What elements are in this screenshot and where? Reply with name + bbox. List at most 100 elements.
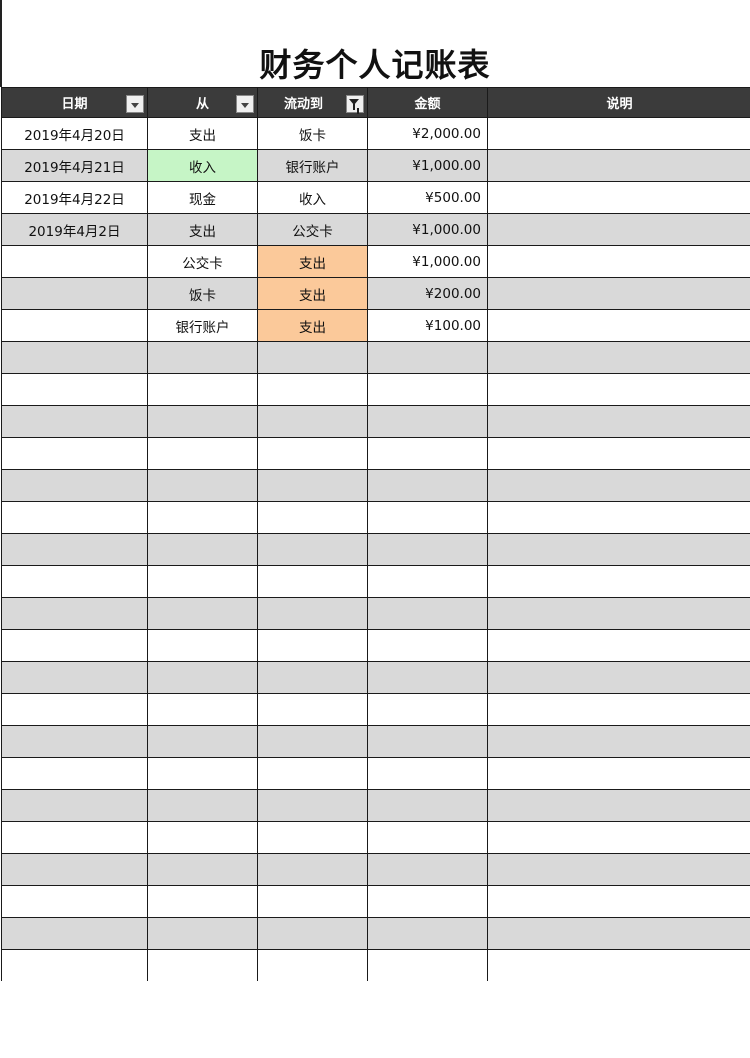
cell-amount[interactable]: [367, 597, 488, 630]
cell-amount[interactable]: [367, 821, 488, 854]
cell-note[interactable]: [487, 693, 750, 726]
cell-amount[interactable]: [367, 437, 488, 470]
cell-note[interactable]: [487, 469, 750, 502]
cell-to[interactable]: [257, 565, 368, 598]
cell-amount[interactable]: [367, 341, 488, 374]
cell-date[interactable]: [1, 565, 148, 598]
cell-note[interactable]: [487, 405, 750, 438]
cell-from[interactable]: 现金: [147, 181, 258, 214]
cell-date[interactable]: [1, 821, 148, 854]
cell-to[interactable]: 饭卡: [257, 117, 368, 150]
cell-amount[interactable]: ¥1,000.00: [367, 213, 488, 246]
cell-note[interactable]: [487, 437, 750, 470]
cell-amount[interactable]: [367, 405, 488, 438]
cell-to[interactable]: [257, 373, 368, 406]
cell-amount[interactable]: [367, 725, 488, 758]
cell-from[interactable]: [147, 501, 258, 534]
cell-from[interactable]: [147, 757, 258, 790]
cell-amount[interactable]: [367, 949, 488, 981]
cell-date[interactable]: [1, 597, 148, 630]
cell-from[interactable]: [147, 373, 258, 406]
cell-from[interactable]: 支出: [147, 117, 258, 150]
cell-to[interactable]: [257, 501, 368, 534]
filter-dropdown-icon[interactable]: [236, 95, 254, 113]
cell-amount[interactable]: [367, 853, 488, 886]
cell-date[interactable]: [1, 309, 148, 342]
cell-amount[interactable]: [367, 565, 488, 598]
cell-from[interactable]: [147, 661, 258, 694]
cell-date[interactable]: 2019年4月22日: [1, 181, 148, 214]
cell-date[interactable]: [1, 501, 148, 534]
cell-date[interactable]: [1, 789, 148, 822]
cell-date[interactable]: [1, 629, 148, 662]
cell-to[interactable]: [257, 341, 368, 374]
cell-to[interactable]: 支出: [257, 245, 368, 278]
cell-note[interactable]: [487, 853, 750, 886]
cell-amount[interactable]: [367, 693, 488, 726]
cell-note[interactable]: [487, 373, 750, 406]
cell-date[interactable]: [1, 757, 148, 790]
cell-to[interactable]: 公交卡: [257, 213, 368, 246]
cell-amount[interactable]: ¥500.00: [367, 181, 488, 214]
cell-note[interactable]: [487, 341, 750, 374]
cell-from[interactable]: [147, 533, 258, 566]
cell-from[interactable]: 支出: [147, 213, 258, 246]
cell-from[interactable]: [147, 693, 258, 726]
cell-date[interactable]: [1, 373, 148, 406]
cell-to[interactable]: [257, 917, 368, 950]
cell-note[interactable]: [487, 277, 750, 310]
cell-amount[interactable]: [367, 661, 488, 694]
cell-to[interactable]: 收入: [257, 181, 368, 214]
cell-date[interactable]: [1, 917, 148, 950]
cell-date[interactable]: [1, 341, 148, 374]
cell-date[interactable]: [1, 885, 148, 918]
cell-note[interactable]: [487, 309, 750, 342]
cell-to[interactable]: 支出: [257, 309, 368, 342]
cell-to[interactable]: [257, 885, 368, 918]
cell-amount[interactable]: [367, 501, 488, 534]
cell-note[interactable]: [487, 885, 750, 918]
cell-to[interactable]: [257, 725, 368, 758]
cell-amount[interactable]: ¥2,000.00: [367, 117, 488, 150]
cell-note[interactable]: [487, 117, 750, 150]
cell-note[interactable]: [487, 821, 750, 854]
cell-note[interactable]: [487, 661, 750, 694]
cell-from[interactable]: [147, 405, 258, 438]
cell-amount[interactable]: [367, 533, 488, 566]
cell-note[interactable]: [487, 149, 750, 182]
cell-note[interactable]: [487, 181, 750, 214]
cell-from[interactable]: [147, 821, 258, 854]
cell-from[interactable]: [147, 597, 258, 630]
cell-amount[interactable]: ¥200.00: [367, 277, 488, 310]
cell-from[interactable]: [147, 341, 258, 374]
cell-note[interactable]: [487, 757, 750, 790]
cell-to[interactable]: [257, 757, 368, 790]
cell-from[interactable]: [147, 853, 258, 886]
cell-date[interactable]: 2019年4月21日: [1, 149, 148, 182]
cell-from[interactable]: 公交卡: [147, 245, 258, 278]
cell-note[interactable]: [487, 629, 750, 662]
cell-from[interactable]: [147, 789, 258, 822]
filter-dropdown-icon[interactable]: [126, 95, 144, 113]
cell-to[interactable]: 银行账户: [257, 149, 368, 182]
cell-to[interactable]: [257, 821, 368, 854]
cell-to[interactable]: 支出: [257, 277, 368, 310]
cell-amount[interactable]: ¥100.00: [367, 309, 488, 342]
cell-note[interactable]: [487, 949, 750, 981]
cell-to[interactable]: [257, 629, 368, 662]
filter-active-icon[interactable]: [346, 95, 364, 113]
cell-amount[interactable]: [367, 629, 488, 662]
cell-from[interactable]: [147, 725, 258, 758]
cell-date[interactable]: [1, 405, 148, 438]
cell-note[interactable]: [487, 597, 750, 630]
cell-to[interactable]: [257, 661, 368, 694]
cell-from[interactable]: [147, 437, 258, 470]
cell-note[interactable]: [487, 789, 750, 822]
cell-to[interactable]: [257, 949, 368, 981]
cell-from[interactable]: 银行账户: [147, 309, 258, 342]
cell-from[interactable]: 收入: [147, 149, 258, 182]
cell-from[interactable]: [147, 469, 258, 502]
cell-amount[interactable]: [367, 917, 488, 950]
cell-amount[interactable]: [367, 757, 488, 790]
cell-date[interactable]: [1, 277, 148, 310]
